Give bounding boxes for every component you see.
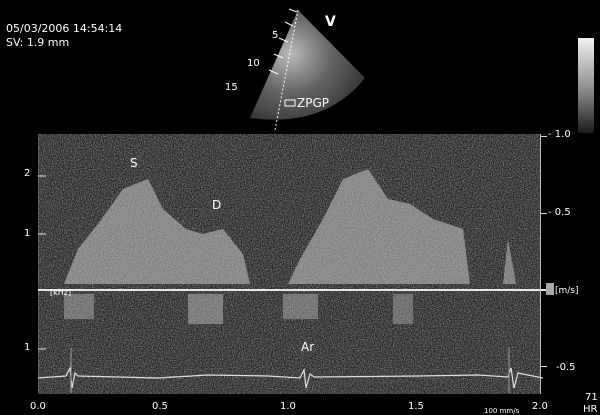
s-d-envelope: [288, 169, 470, 284]
2d-sector-image: V 5 10 15 ZPGP: [225, 8, 365, 131]
velocity-scale: [540, 134, 551, 394]
sample-volume: SV: 1.9 mm: [6, 36, 70, 49]
cursor-line[interactable]: [274, 9, 299, 131]
time-tick: 2.0: [532, 401, 548, 412]
sweep-speed: 100 mm/s: [484, 407, 520, 415]
spectral-display: [38, 134, 540, 394]
depth-label: 15: [225, 82, 238, 93]
d-wave-label: D: [212, 198, 222, 212]
time-tick: 0.0: [30, 401, 46, 412]
time-tick: 1.5: [408, 401, 424, 412]
s-d-envelope: [503, 239, 516, 284]
frequency-unit: [kHz]: [50, 288, 72, 297]
velocity-unit: [m/s]: [555, 286, 579, 296]
sample-label: ZPGP: [297, 96, 329, 110]
header-info: 05/03/2006 14:54:14 SV: 1.9 mm: [6, 22, 122, 50]
velocity-tick: -0.5: [556, 362, 576, 373]
sample-gate[interactable]: [284, 99, 296, 107]
ar-band: [188, 294, 223, 324]
time-tick: 0.5: [152, 401, 168, 412]
orientation-mark: V: [325, 14, 336, 30]
s-d-envelope: [64, 179, 250, 284]
frequency-tick: 1: [24, 342, 31, 353]
ar-band: [393, 294, 413, 324]
ar-band: [283, 294, 318, 319]
date-time: 05/03/2006 14:54:14: [6, 22, 123, 35]
frequency-tick: 1: [24, 228, 31, 239]
baseline-handle[interactable]: [546, 283, 554, 295]
heart-rate-value: 71: [585, 392, 598, 403]
sector-fan: [250, 10, 365, 120]
baseline[interactable]: [38, 289, 548, 291]
ar-band: [64, 294, 94, 319]
velocity-tick: - 1.0: [548, 129, 571, 140]
ecg-trace: [38, 348, 543, 393]
doppler-spectrum[interactable]: S D Ar: [38, 134, 540, 394]
time-tick: 1.0: [280, 401, 296, 412]
grey-scale-bar: [578, 38, 594, 133]
frequency-tick: 2: [24, 168, 31, 179]
depth-label: 5: [272, 30, 278, 41]
depth-label: 10: [247, 58, 260, 69]
ar-wave-label: Ar: [301, 340, 315, 354]
s-wave-label: S: [130, 156, 138, 170]
heart-rate-label: HR: [583, 404, 598, 415]
velocity-tick: - 0.5: [548, 207, 571, 218]
